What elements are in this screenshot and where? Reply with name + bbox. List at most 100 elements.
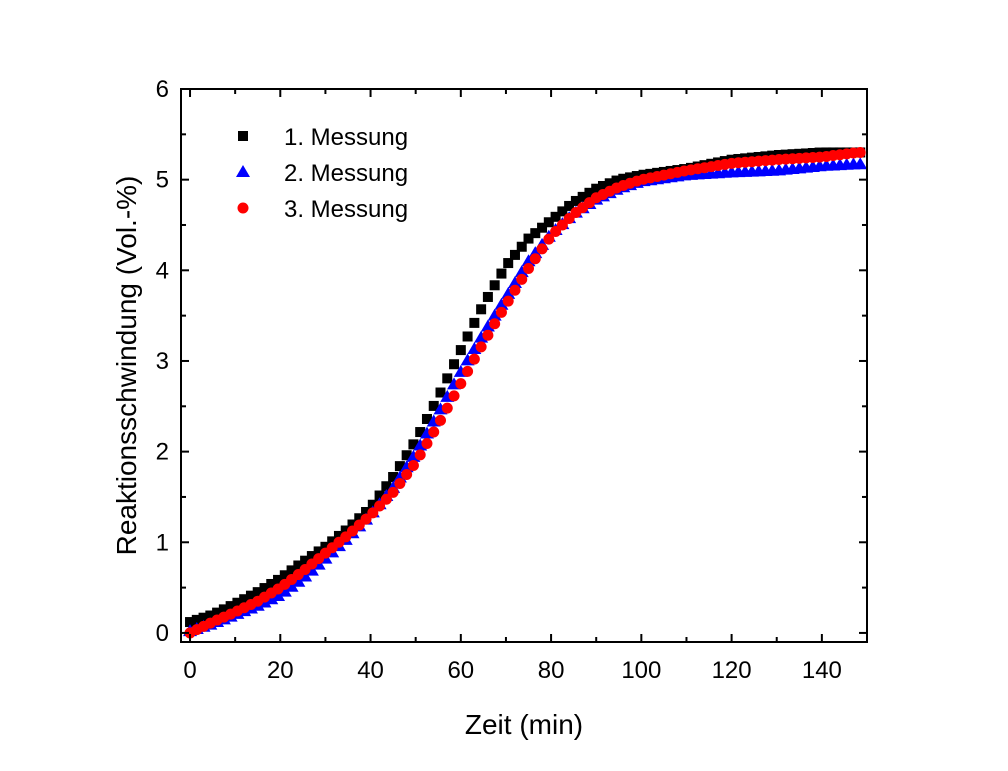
series-3 <box>184 146 866 639</box>
data-point <box>442 373 453 384</box>
legend-label-1: 1. Messung <box>284 124 408 151</box>
data-point <box>273 574 284 585</box>
data-point <box>449 359 460 370</box>
data-point <box>185 617 196 628</box>
series-2 <box>183 157 868 637</box>
data-point <box>611 175 622 186</box>
data-point <box>435 387 446 398</box>
data-point <box>597 181 608 192</box>
data-point <box>415 427 426 438</box>
plot-marks <box>183 146 868 639</box>
data-point <box>367 507 379 519</box>
y-axis-title: Reaktionsschwindung (Vol.-%) <box>111 176 142 556</box>
y-tick-label: 5 <box>156 167 169 194</box>
y-tick-label: 0 <box>156 620 169 647</box>
data-point <box>414 449 426 461</box>
data-point <box>198 612 209 623</box>
data-point <box>462 365 474 377</box>
plot-frame <box>180 88 868 643</box>
data-point <box>476 304 487 315</box>
data-point <box>577 191 588 202</box>
data-point <box>529 253 541 265</box>
data-point <box>205 610 216 621</box>
data-point <box>570 195 581 206</box>
data-point <box>279 570 290 581</box>
legend-label-3: 3. Messung <box>284 196 408 223</box>
data-point <box>435 414 447 426</box>
data-point <box>530 228 541 239</box>
data-point <box>455 378 467 390</box>
y-tick-label: 4 <box>156 257 169 284</box>
data-point <box>516 273 528 285</box>
data-point <box>407 459 419 471</box>
x-axis-ticks: 0 20 40 60 80 100 120 140 <box>183 89 868 684</box>
data-point <box>487 308 502 321</box>
data-point <box>543 233 555 245</box>
data-point <box>448 390 460 402</box>
data-point <box>480 319 495 332</box>
y-tick-label: 2 <box>156 439 169 466</box>
data-point <box>327 536 338 547</box>
legend: 1. Messung 2. Messung 3. Messung <box>236 124 408 223</box>
data-point <box>618 173 629 184</box>
data-point <box>537 222 548 233</box>
data-point <box>347 519 358 530</box>
y-tick-label: 3 <box>156 348 169 375</box>
data-point <box>441 402 453 414</box>
data-point <box>300 555 311 566</box>
data-point <box>354 513 365 524</box>
data-point <box>212 607 223 618</box>
data-point <box>509 284 521 296</box>
data-point <box>266 578 277 589</box>
data-point <box>523 262 535 274</box>
data-point <box>380 493 392 505</box>
data-point <box>455 345 466 356</box>
data-point <box>191 614 202 625</box>
data-point <box>625 172 636 183</box>
data-point <box>381 481 392 492</box>
data-point <box>428 400 439 411</box>
data-point <box>482 291 493 302</box>
data-point <box>482 329 494 341</box>
data-point <box>367 499 378 510</box>
data-point <box>271 588 286 601</box>
data-point <box>340 525 351 536</box>
x-tick-label: 100 <box>621 657 661 684</box>
data-point <box>507 276 522 289</box>
data-point <box>591 183 602 194</box>
data-point <box>516 241 527 252</box>
data-point <box>550 226 562 238</box>
y-axis-ticks: 0 1 2 3 4 5 6 <box>156 76 867 647</box>
data-point <box>495 306 507 318</box>
data-point <box>854 146 866 158</box>
legend-marker-1 <box>238 131 248 141</box>
data-point <box>394 477 406 489</box>
data-point <box>388 472 399 483</box>
data-point <box>306 551 317 562</box>
x-tick-label: 120 <box>712 657 752 684</box>
data-point <box>394 461 405 472</box>
data-point <box>564 200 575 211</box>
data-point <box>374 500 386 512</box>
data-point <box>252 587 263 598</box>
x-tick-label: 40 <box>357 657 384 684</box>
data-point <box>286 565 297 576</box>
y-tick-label: 1 <box>156 529 169 556</box>
y-tick-label: 6 <box>156 76 169 103</box>
data-point <box>408 439 419 450</box>
x-tick-label: 20 <box>267 657 294 684</box>
x-axis-title: Zeit (min) <box>465 709 583 740</box>
x-tick-label: 60 <box>447 657 474 684</box>
data-point <box>604 178 615 189</box>
legend-marker-3 <box>237 202 249 214</box>
data-point <box>401 450 412 461</box>
data-point <box>293 560 304 571</box>
data-point <box>374 490 385 501</box>
data-point <box>523 233 534 244</box>
data-point <box>502 295 514 307</box>
data-point <box>514 265 529 278</box>
data-point <box>421 413 432 424</box>
data-point <box>503 258 514 269</box>
data-point <box>218 604 229 615</box>
data-point <box>853 157 868 170</box>
